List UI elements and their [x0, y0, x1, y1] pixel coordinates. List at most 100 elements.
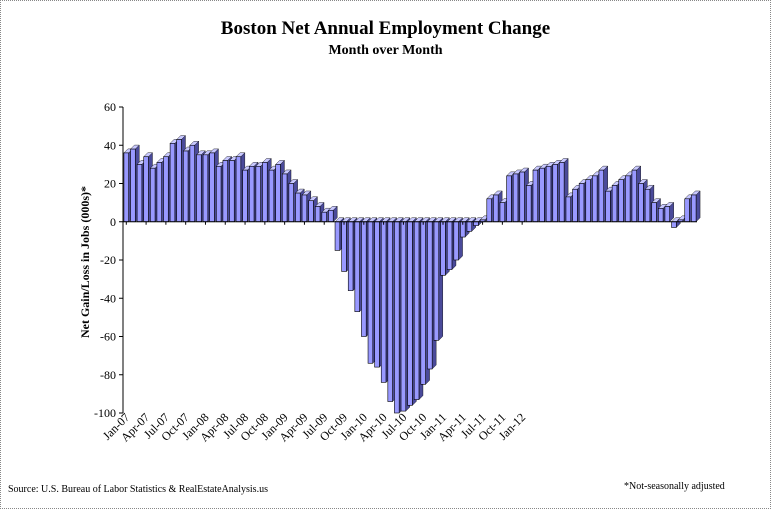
- bar-front: [380, 221, 387, 383]
- y-tick-label: 20: [104, 177, 116, 191]
- bar-front: [288, 183, 294, 223]
- bar-front: [493, 194, 499, 223]
- bars-group: [123, 135, 701, 414]
- y-tick-label: -40: [100, 291, 116, 305]
- bar-front: [526, 185, 532, 223]
- bar-front: [334, 221, 341, 251]
- bar-front: [268, 169, 275, 223]
- bar-front: [367, 221, 374, 364]
- bar-front: [572, 188, 578, 223]
- bar-front: [341, 221, 347, 272]
- bar-front: [347, 221, 354, 291]
- bar-front: [440, 221, 446, 276]
- bar-front: [519, 171, 525, 223]
- bar-front: [565, 196, 572, 223]
- bar-front: [183, 150, 189, 223]
- bar-front: [202, 154, 209, 223]
- bar-front: [545, 165, 552, 223]
- bar-front: [598, 169, 605, 223]
- bar-front: [255, 165, 261, 223]
- bar-front: [631, 169, 637, 223]
- bar-front: [651, 202, 657, 223]
- y-axis-label: Net Gain/Loss in Jobs (000s)*: [78, 186, 92, 338]
- bar-front: [215, 165, 222, 223]
- bar-front: [295, 192, 301, 223]
- bar-front: [512, 173, 519, 223]
- bar-front: [321, 211, 327, 223]
- bar-front: [532, 169, 539, 223]
- bar-front: [427, 221, 433, 370]
- bar-front: [150, 167, 156, 223]
- bar-front: [658, 208, 664, 223]
- bar-82: [664, 201, 675, 223]
- bar-front: [446, 221, 453, 270]
- bar-front: [433, 221, 440, 341]
- bar-front: [242, 169, 248, 223]
- bar-front: [123, 152, 129, 223]
- bar-front: [387, 221, 393, 402]
- bar-front: [684, 198, 690, 223]
- bar-front: [578, 183, 585, 223]
- bar-front: [136, 164, 143, 223]
- y-tick-label: -20: [100, 253, 116, 267]
- bar-front: [664, 206, 670, 223]
- bar-front: [361, 221, 367, 337]
- bar-front: [222, 160, 228, 223]
- bar-front: [611, 185, 618, 223]
- bar-front: [143, 156, 149, 223]
- bar-front: [156, 162, 162, 223]
- bar-front: [275, 164, 281, 223]
- bar-front: [625, 175, 631, 223]
- bar-front: [169, 143, 176, 223]
- y-tick-label: -80: [100, 368, 116, 382]
- bar-front: [235, 156, 242, 223]
- bar-front: [506, 175, 512, 223]
- bar-front: [196, 154, 202, 223]
- bar-front: [229, 160, 235, 223]
- bar-front: [638, 183, 644, 223]
- bar-front: [592, 175, 598, 223]
- bar-front: [394, 221, 400, 414]
- bar-side: [695, 190, 701, 223]
- bar-front: [486, 198, 492, 223]
- bar-front: [374, 221, 380, 368]
- bar-front: [248, 165, 255, 223]
- bar-front: [281, 173, 288, 223]
- bar-31: [327, 205, 338, 223]
- y-tick-label: 60: [104, 100, 116, 114]
- bar-front: [163, 156, 169, 223]
- bar-front: [552, 164, 558, 223]
- bar-front: [539, 167, 545, 223]
- bar-front: [413, 221, 420, 400]
- bar-front: [308, 200, 314, 223]
- chart-subtitle: Month over Month: [328, 43, 443, 58]
- bar-front: [189, 144, 195, 223]
- bar-front: [420, 221, 426, 385]
- y-tick-label: 0: [110, 215, 116, 229]
- bar-front: [605, 190, 611, 223]
- bar-front: [328, 209, 334, 223]
- bar-front: [453, 221, 459, 261]
- bar-front: [644, 188, 651, 223]
- bar-front: [499, 202, 506, 223]
- bar-front: [466, 221, 473, 232]
- bar-front: [262, 162, 268, 223]
- bar-front: [130, 148, 136, 223]
- y-tick-label: 40: [104, 138, 116, 152]
- bar-front: [301, 194, 308, 223]
- bar-front: [618, 179, 624, 223]
- bar-front: [585, 179, 591, 223]
- bar-front: [209, 152, 215, 223]
- bar-front: [354, 221, 360, 312]
- bar-front: [400, 221, 407, 412]
- bar-front: [671, 221, 677, 228]
- bar-front: [473, 221, 479, 226]
- y-tick-label: -100: [94, 406, 116, 420]
- bar-front: [559, 162, 565, 223]
- bar-front: [314, 206, 321, 223]
- bar-front: [691, 194, 697, 223]
- chart-title: Boston Net Annual Employment Change: [220, 18, 551, 39]
- bar-front: [176, 139, 182, 223]
- bar-86: [690, 190, 701, 223]
